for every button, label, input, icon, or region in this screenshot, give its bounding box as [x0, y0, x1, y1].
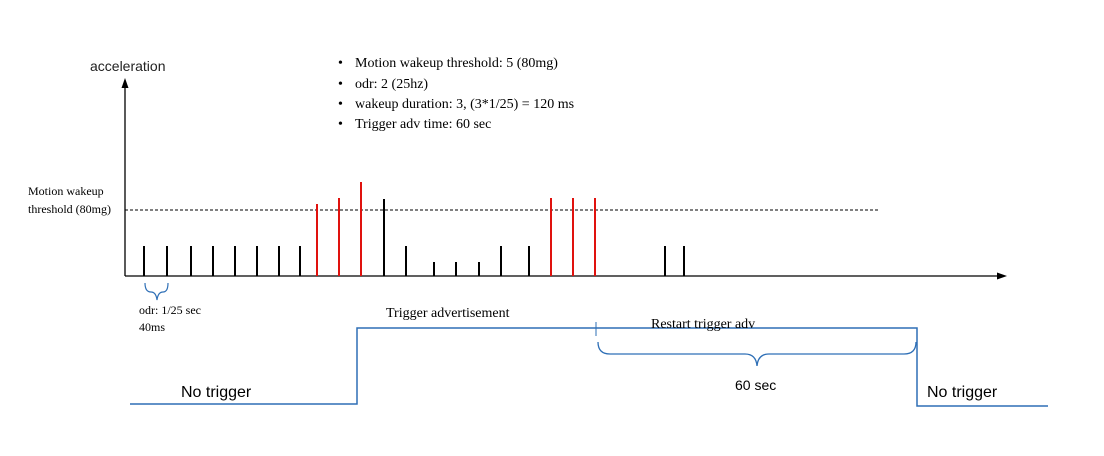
bullet: •	[338, 56, 343, 71]
threshold-label-line1: Motion wakeup	[28, 184, 104, 198]
note-item: odr: 2 (25hz)	[355, 77, 428, 92]
note-item: Trigger adv time: 60 sec	[355, 117, 491, 132]
odr-note-line2: 40ms	[139, 320, 165, 334]
threshold-label-line2: threshold (80mg)	[28, 202, 111, 216]
odr-note-line1: odr: 1/25 sec	[139, 303, 201, 317]
pulse-group	[143, 182, 685, 276]
trigger-signal	[130, 327, 1048, 407]
x-axis-arrow	[997, 272, 1007, 280]
bullet: •	[338, 77, 343, 92]
restart-label: Restart trigger adv	[651, 317, 755, 332]
bullet: •	[338, 97, 343, 112]
y-axis-arrow	[121, 78, 129, 88]
note-item: wakeup duration: 3, (3*1/25) = 120 ms	[355, 97, 574, 112]
bullet: •	[338, 117, 343, 132]
duration-label: 60 sec	[735, 377, 776, 393]
duration-brace	[597, 341, 917, 367]
y-axis-label: acceleration	[90, 58, 166, 74]
no-trigger-right-label: No trigger	[927, 384, 998, 401]
odr-brace	[144, 282, 169, 301]
no-trigger-left-label: No trigger	[181, 384, 252, 401]
notes-list: • Motion wakeup threshold: 5 (80mg) • od…	[338, 56, 574, 132]
trigger-label: Trigger advertisement	[386, 306, 510, 321]
note-item: Motion wakeup threshold: 5 (80mg)	[355, 56, 558, 71]
